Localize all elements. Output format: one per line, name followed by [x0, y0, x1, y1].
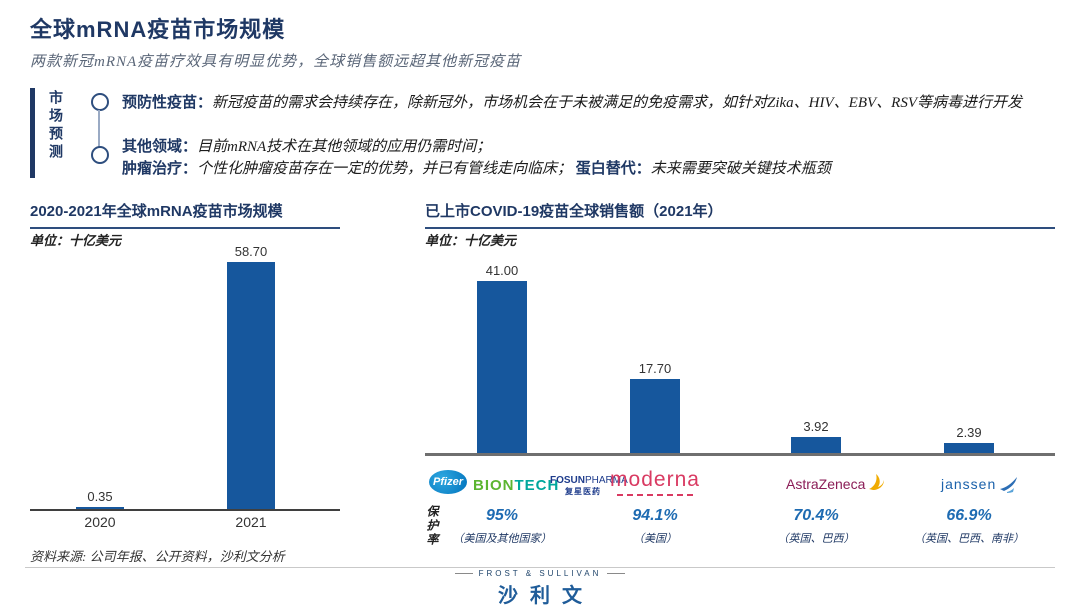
- frost-sullivan-text: FROST & SULLIVAN: [478, 569, 602, 578]
- pfizer-logo-text: Pfizer: [433, 476, 463, 488]
- protection-side-label: 保护率: [425, 505, 439, 547]
- bar-value-label: 17.70: [638, 361, 672, 376]
- fosun-logo-en-bold: FOSUN: [550, 475, 585, 486]
- callout-bullet-1: 预防性疫苗：新冠疫苗的需求会持续存在，除新冠外，市场机会在于未被满足的免疫需求，…: [122, 92, 1057, 114]
- janssen-swoosh-icon: [1000, 477, 1018, 493]
- bullet-2-line2-text2: 未来需要突破关键技术瓶颈: [650, 161, 831, 177]
- bar-column-2020: 0.35: [76, 489, 124, 509]
- left-chart-unit: 单位：十亿美元: [30, 233, 122, 248]
- biontech-logo-text-right: TECH: [514, 477, 560, 494]
- moderna-logo: moderna: [605, 468, 705, 496]
- fosun-logo-en-light: PHARMA: [585, 475, 628, 486]
- bar-moderna: [630, 379, 680, 453]
- bar-2020: [76, 507, 124, 509]
- callout-side-label: 市场预测: [48, 90, 64, 162]
- bullet-2-line-1: 其他领域：目前mRNA技术在其他领域的应用仍需时间；: [122, 136, 1057, 158]
- frost-sullivan-logo: FROST & SULLIVAN 沙利文: [430, 569, 650, 607]
- bullet-2-line-2: 肿瘤治疗：个性化肿瘤疫苗存在一定的优势，并已有管线走向临床； 蛋白替代：未来需要…: [122, 158, 1057, 180]
- bullet-2-line2-label: 肿瘤治疗：: [122, 160, 198, 177]
- bar-value-label: 58.70: [234, 244, 268, 259]
- timeline-circle-icon: [91, 146, 109, 164]
- left-chart-title: 2020-2021年全球mRNA疫苗市场规模: [30, 200, 340, 229]
- x-tick-2020: 2020: [84, 514, 116, 530]
- left-chart-plot: 0.35 58.70: [30, 243, 340, 511]
- right-chart-plot: 41.00 17.70 3.92 2.39: [425, 263, 1055, 456]
- protection-rate-pfizer: 95%: [485, 507, 519, 524]
- janssen-logo: janssen: [941, 476, 1020, 496]
- biontech-logo: BIONTECH: [473, 477, 559, 494]
- bullet-2-line1-label: 其他领域：: [122, 138, 198, 155]
- page-title: 全球mRNA疫苗市场规模: [30, 17, 286, 42]
- bar-column-moderna: 17.70: [630, 361, 680, 453]
- bar-value-label: 3.92: [803, 419, 829, 434]
- moderna-logo-text: moderna: [610, 468, 700, 491]
- shalliwen-text: 沙利文: [498, 585, 594, 607]
- bullet-2-line2-label2: 蛋白替代：: [575, 160, 651, 177]
- astrazeneca-mark-icon: [869, 474, 885, 490]
- astrazeneca-logo: AstraZeneca: [786, 472, 886, 492]
- protection-regions-moderna: （美国）: [633, 533, 677, 545]
- protection-rate-moderna: 94.1%: [632, 507, 678, 524]
- page-subtitle: 两款新冠mRNA疫苗疗效具有明显优势，全球销售额远超其他新冠疫苗: [30, 54, 522, 70]
- source-note: 资料来源: 公司年报、公开资料，沙利文分析: [30, 549, 285, 564]
- bar-janssen: [944, 443, 994, 453]
- timeline-circle-icon: [91, 93, 109, 111]
- bullet-1-label: 预防性疫苗：: [122, 94, 213, 111]
- callout-bullet-2: 其他领域：目前mRNA技术在其他领域的应用仍需时间； 肿瘤治疗：个性化肿瘤疫苗存…: [122, 136, 1057, 180]
- bar-value-label: 41.00: [485, 263, 519, 278]
- bar-pfizer-biontech: [477, 281, 527, 453]
- fosun-logo-cn: 复星医药: [565, 487, 601, 496]
- protection-regions-pfizer: （美国及其他国家）: [452, 533, 552, 545]
- bar-column-janssen: 2.39: [944, 425, 994, 453]
- bullet-2-line1-text: 目前mRNA技术在其他领域的应用仍需时间；: [197, 139, 492, 155]
- logo-left-rule: [454, 573, 473, 574]
- right-chart-unit: 单位：十亿美元: [425, 233, 517, 248]
- bar-astrazeneca: [791, 437, 841, 453]
- timeline-connector: [98, 110, 100, 147]
- fosun-pharma-logo: FOSUNPHARMA 复星医药: [550, 475, 628, 497]
- protection-rate-janssen: 66.9%: [946, 507, 992, 524]
- x-tick-2021: 2021: [235, 514, 267, 530]
- bar-2021: [227, 262, 275, 509]
- biontech-logo-text-left: BION: [473, 477, 515, 494]
- moderna-logo-dashes: [617, 494, 693, 496]
- logo-right-rule: [607, 573, 626, 574]
- frost-sullivan-wordmark: FROST & SULLIVAN: [454, 569, 626, 578]
- astrazeneca-logo-text: AstraZeneca: [786, 476, 866, 492]
- bar-column-2021: 58.70: [227, 244, 275, 509]
- right-chart-title: 已上市COVID-19疫苗全球销售额（2021年）: [425, 200, 1055, 229]
- bar-value-label: 2.39: [956, 425, 982, 440]
- protection-regions-janssen: （英国、巴西、南非）: [914, 533, 1024, 545]
- bullet-1-text: 新冠疫苗的需求会持续存在，除新冠外，市场机会在于未被满足的免疫需求，如针对Zik…: [212, 95, 1022, 111]
- protection-regions-astrazeneca: （英国、巴西）: [777, 533, 855, 545]
- protection-rate-astrazeneca: 70.4%: [793, 507, 839, 524]
- bar-column-pfizer-biontech: 41.00: [477, 263, 527, 453]
- bar-value-label: 0.35: [87, 489, 113, 504]
- bar-column-astrazeneca: 3.92: [791, 419, 841, 453]
- pfizer-logo: Pfizer: [429, 470, 467, 494]
- janssen-logo-text: janssen: [941, 476, 997, 492]
- bullet-2-line2-text: 个性化肿瘤疫苗存在一定的优势，并已有管线走向临床；: [197, 161, 573, 177]
- footer-divider: [25, 567, 1055, 568]
- callout-accent-bar: [30, 88, 35, 178]
